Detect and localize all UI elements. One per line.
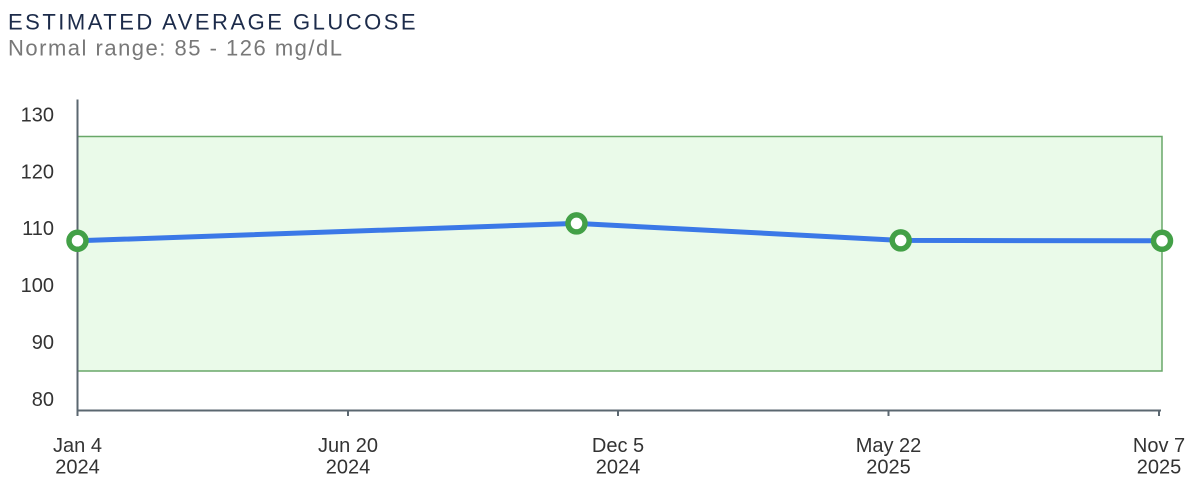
svg-text:90: 90 [32, 332, 54, 354]
svg-text:2025: 2025 [1137, 457, 1182, 479]
svg-text:2025: 2025 [866, 457, 911, 479]
svg-text:110: 110 [22, 218, 54, 240]
svg-text:80: 80 [32, 389, 54, 411]
svg-text:Nov 7: Nov 7 [1133, 435, 1185, 457]
svg-text:120: 120 [21, 161, 54, 183]
svg-text:Jan 4: Jan 4 [53, 435, 102, 457]
svg-text:Jun 20: Jun 20 [318, 435, 378, 457]
svg-text:Normal range: 85 - 126 mg/dL: Normal range: 85 - 126 mg/dL [8, 36, 344, 61]
svg-text:100: 100 [21, 275, 54, 297]
svg-text:130: 130 [21, 105, 54, 127]
svg-text:Dec 5: Dec 5 [592, 435, 644, 457]
svg-text:2024: 2024 [55, 457, 100, 479]
svg-text:2024: 2024 [326, 457, 371, 479]
svg-text:May 22: May 22 [856, 435, 922, 457]
svg-text:2024: 2024 [596, 457, 641, 479]
svg-text:ESTIMATED AVERAGE GLUCOSE: ESTIMATED AVERAGE GLUCOSE [8, 10, 418, 35]
